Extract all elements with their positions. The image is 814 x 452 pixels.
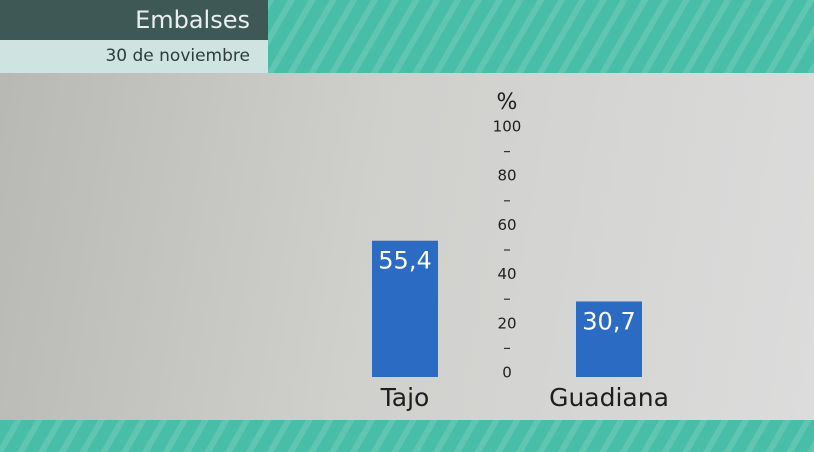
- chart-title: Embalses: [0, 0, 268, 40]
- x-tick-label: Tajo: [380, 383, 430, 412]
- bar: [372, 240, 438, 377]
- chart-subtitle: 30 de noviembre: [0, 40, 268, 73]
- y-tick-label: 60: [497, 216, 516, 234]
- header-band: [268, 0, 814, 73]
- y-tick-label: 100: [493, 118, 522, 136]
- value-label: 55,4: [378, 247, 431, 275]
- x-tick-label: Guadiana: [549, 383, 669, 412]
- y-axis-label: %: [497, 90, 518, 115]
- bar: [576, 301, 642, 377]
- footer-band: [0, 420, 814, 452]
- y-tick-label: 20: [497, 314, 516, 332]
- y-tick-label: 0: [502, 364, 512, 382]
- y-tick-label: 40: [497, 265, 516, 283]
- value-label: 30,7: [582, 307, 635, 335]
- y-tick-label: 80: [497, 167, 516, 185]
